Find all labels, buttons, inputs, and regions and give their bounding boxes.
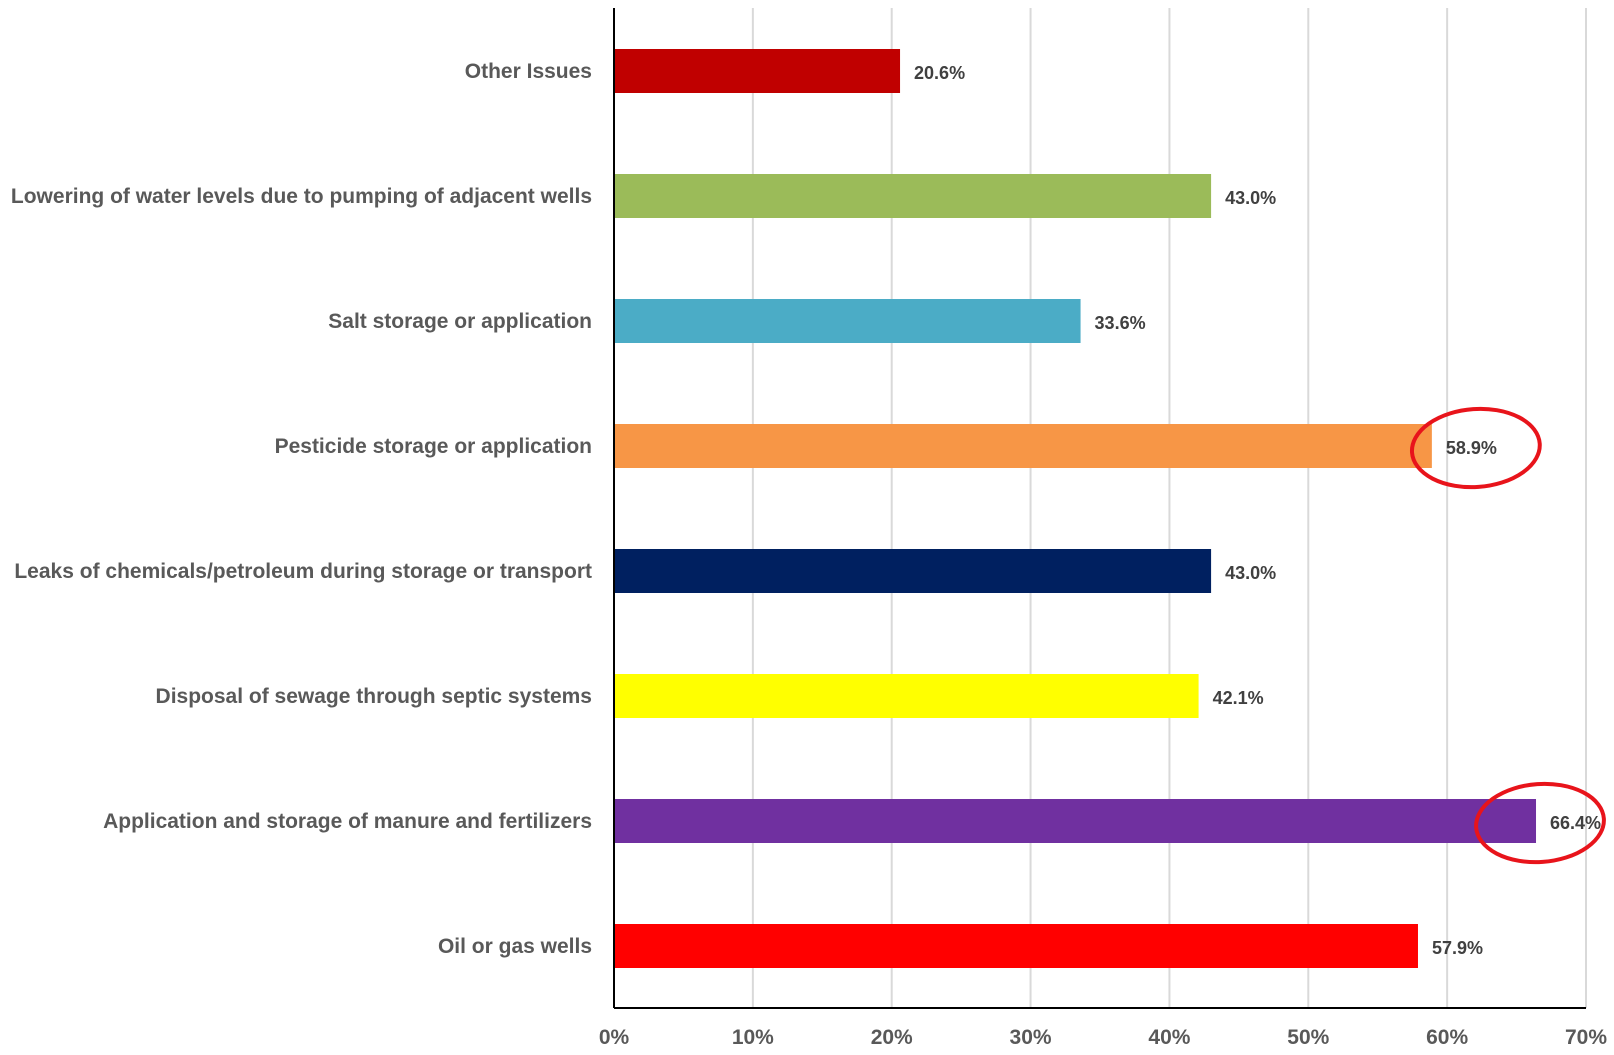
data-label: 33.6% xyxy=(1095,313,1146,333)
axes xyxy=(613,8,1586,1009)
x-tick-label: 30% xyxy=(1010,1026,1052,1049)
data-label: 43.0% xyxy=(1225,563,1276,583)
category-label: Disposal of sewage through septic system… xyxy=(156,685,592,708)
category-label: Lowering of water levels due to pumping … xyxy=(11,185,592,208)
x-tick-label: 0% xyxy=(599,1026,630,1049)
bar xyxy=(614,424,1432,468)
data-label: 43.0% xyxy=(1225,188,1276,208)
highlight-circle xyxy=(1474,781,1606,865)
bar xyxy=(614,924,1418,968)
x-tick-label: 10% xyxy=(732,1026,774,1049)
category-label: Salt storage or application xyxy=(328,310,592,333)
category-label: Oil or gas wells xyxy=(438,935,592,958)
data-label: 66.4% xyxy=(1550,813,1601,833)
data-label: 42.1% xyxy=(1213,688,1264,708)
x-tick-label: 40% xyxy=(1148,1026,1190,1049)
bar xyxy=(614,674,1199,718)
grid-lines xyxy=(751,8,1587,1008)
category-label: Leaks of chemicals/petroleum during stor… xyxy=(14,560,592,583)
data-label: 58.9% xyxy=(1446,438,1497,458)
bar xyxy=(614,299,1081,343)
x-tick-label: 20% xyxy=(871,1026,913,1049)
category-label: Pesticide storage or application xyxy=(275,435,592,458)
bars xyxy=(614,49,1537,968)
bar xyxy=(614,49,901,93)
bar xyxy=(614,549,1212,593)
x-tick-label: 60% xyxy=(1426,1026,1468,1049)
x-tick-label: 70% xyxy=(1565,1026,1607,1049)
category-label: Other Issues xyxy=(465,60,592,83)
x-tick-label: 50% xyxy=(1287,1026,1329,1049)
data-label: 57.9% xyxy=(1432,938,1483,958)
data-label: 20.6% xyxy=(914,63,965,83)
labels: 0% 10% 20% 30% 40% 50% 60% 70% Other Issues 20.6%… xyxy=(11,60,1607,1049)
category-label: Application and storage of manure and fe… xyxy=(103,810,592,833)
bar xyxy=(614,799,1537,843)
highlight-circle xyxy=(1409,406,1542,490)
highlight-circles xyxy=(1409,406,1606,865)
bar xyxy=(614,174,1212,218)
